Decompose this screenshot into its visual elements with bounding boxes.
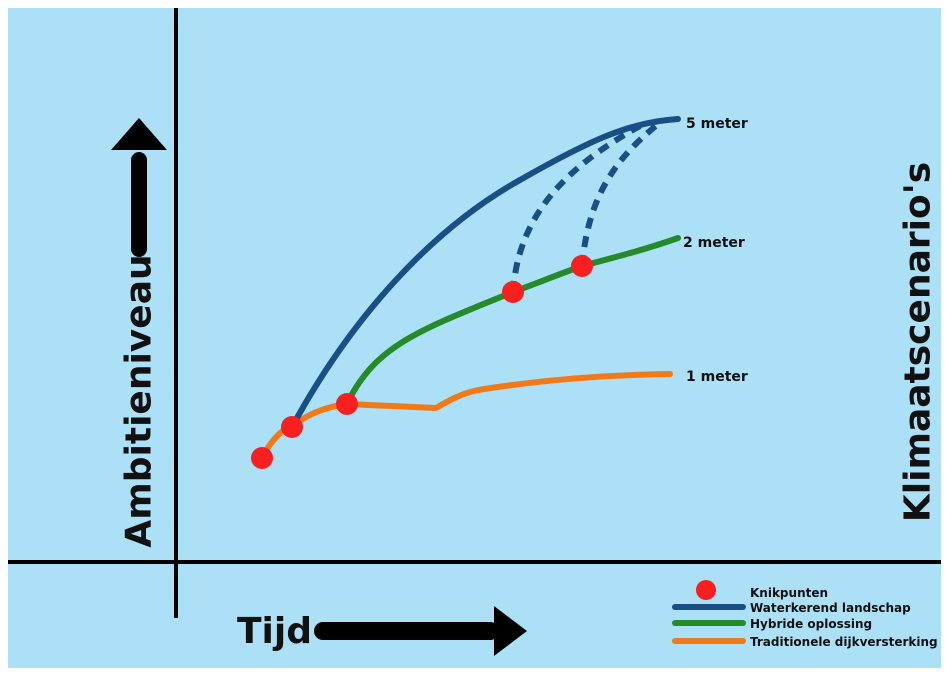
knikpunt [251, 447, 273, 469]
waterkerend-landschap-line [289, 116, 681, 430]
knikpunt [336, 393, 358, 415]
x-axis-label: Tijd [237, 611, 312, 652]
diagram-background [8, 8, 941, 668]
knikpunt [571, 255, 593, 277]
x-axis-arrow-icon [314, 606, 527, 656]
transition-path-dotted [510, 123, 642, 293]
scenario-label-2m: 2 meter [683, 235, 745, 251]
scenario-label-5m: 5 meter [686, 116, 748, 132]
knikpunt [281, 416, 303, 438]
transition-path-dotted [579, 118, 664, 267]
knikpunt [502, 281, 524, 303]
legend-label-waterkerend: Waterkerend landschap [750, 601, 911, 615]
legend: Knikpunten Waterkerend landschap Hybride… [672, 580, 938, 649]
legend-label-hybride: Hybride oplossing [750, 617, 872, 631]
legend-label-knikpunten: Knikpunten [750, 586, 828, 600]
hybride-oplossing-line [344, 235, 681, 407]
legend-knikpunt-icon [696, 580, 716, 600]
y-axis-label: Ambitieniveau [119, 254, 160, 547]
climate-scenarios-label: Klimaatscenario's [898, 162, 939, 522]
y-axis-arrow-icon [111, 118, 167, 257]
scenario-label-1m: 1 meter [686, 369, 748, 385]
legend-label-traditioneel: Traditionele dijkversterking [750, 635, 938, 649]
